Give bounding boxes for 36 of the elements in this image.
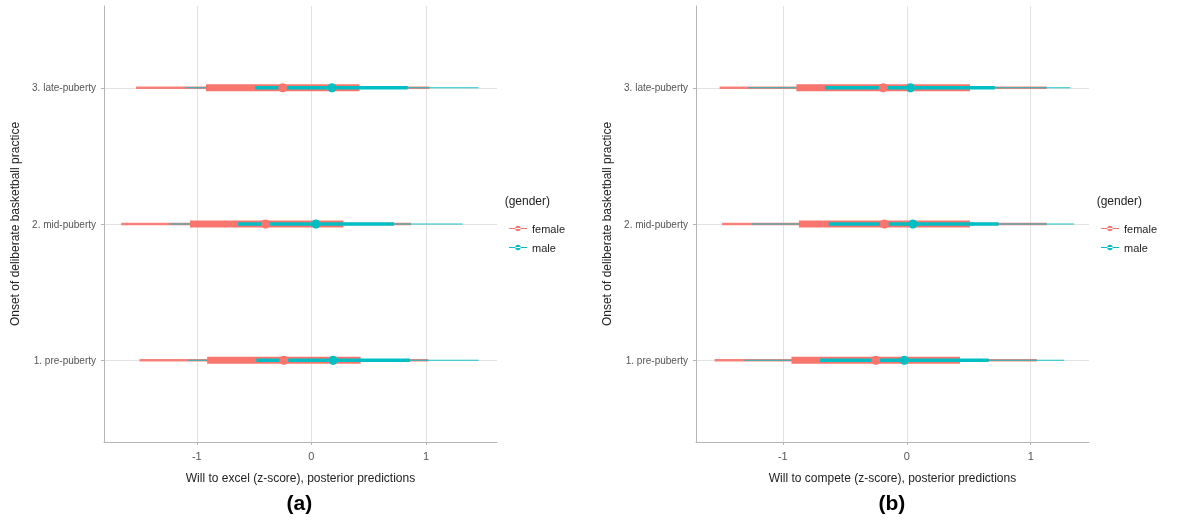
point (871, 355, 881, 365)
point (908, 219, 918, 229)
y-tick-label: 2. mid-puberty (32, 218, 96, 230)
y-tick-label: 2. mid-puberty (624, 218, 688, 230)
x-tick-label: -1 (777, 449, 788, 462)
legend-label: male (1123, 241, 1148, 254)
legend-label: male (531, 241, 556, 254)
text: (b) (878, 491, 906, 514)
point (899, 355, 909, 365)
x-axis-title: Will to excel (z-score), posterior predictions (185, 471, 416, 485)
x-tick-label: -1 (191, 449, 202, 462)
x-axis-title: Will to compete (z-score), posterior predictions (768, 471, 1017, 485)
point (261, 219, 271, 229)
point (905, 83, 915, 93)
point (327, 83, 337, 93)
x-tick-label: 1 (1027, 449, 1034, 462)
point (328, 355, 338, 365)
y-tick-label: 1. pre-puberty (33, 354, 96, 366)
y-axis-title: Onset of deliberate basketball practice (600, 121, 615, 327)
point (279, 355, 289, 365)
y-tick-label: 3. late-puberty (32, 82, 96, 94)
legend-title: (gender) (1096, 194, 1142, 208)
y-tick-label: 3. late-puberty (624, 82, 688, 94)
point (278, 83, 288, 93)
x-tick-label: 1 (422, 449, 430, 462)
text: (a) (286, 491, 313, 514)
point (311, 219, 321, 229)
y-tick-label: 1. pre-puberty (625, 354, 688, 366)
y-axis-title: Onset of deliberate basketball practice (8, 121, 23, 327)
point (878, 83, 888, 93)
x-tick-label: 0 (308, 449, 315, 462)
legend-label: female (531, 222, 566, 235)
legend-label: female (1123, 222, 1158, 235)
x-tick-label: 0 (903, 449, 910, 462)
point (879, 219, 889, 229)
legend-title: (gender) (504, 194, 550, 208)
